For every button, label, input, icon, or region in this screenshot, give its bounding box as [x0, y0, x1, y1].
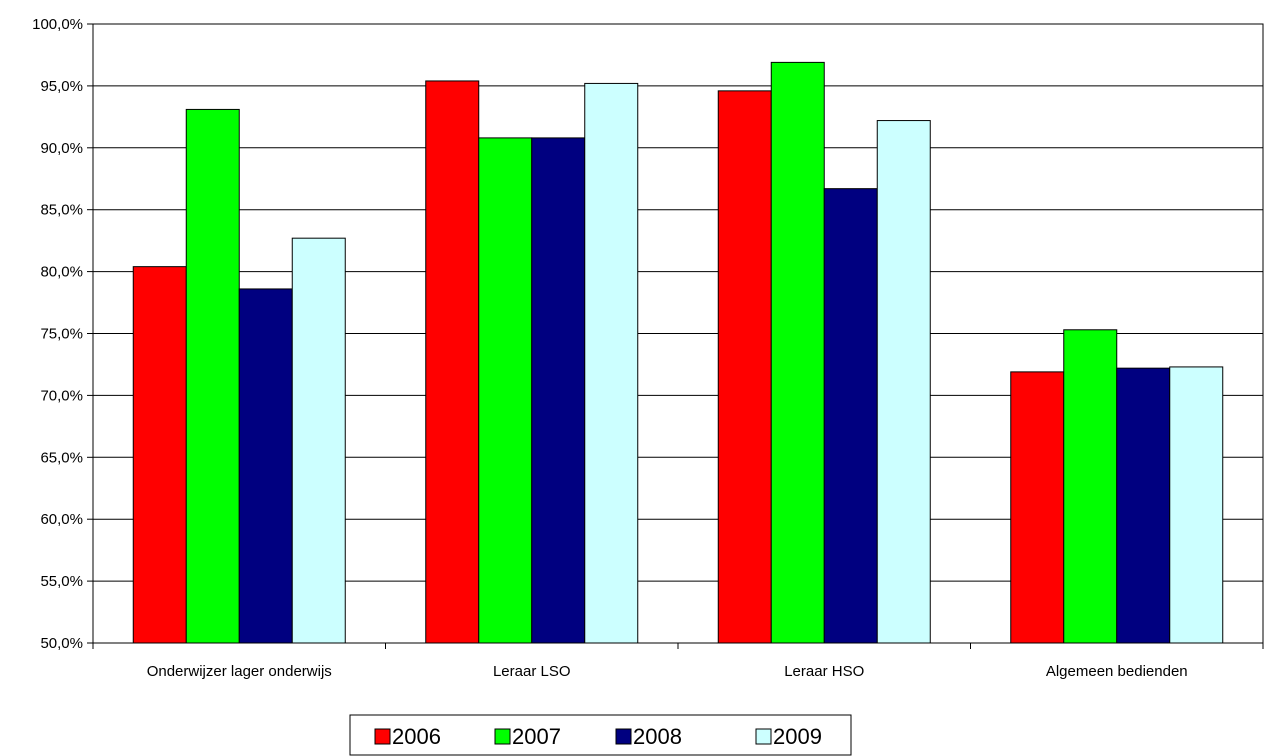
bar-2008 — [1116, 367, 1171, 644]
bar-2007 — [770, 61, 825, 644]
bars — [132, 61, 1224, 644]
bar-2009 — [291, 237, 346, 644]
y-tick-label: 50,0% — [40, 635, 83, 652]
y-tick-label: 55,0% — [40, 573, 83, 590]
legend-label-2007: 2007 — [512, 724, 561, 749]
legend-label-2009: 2009 — [773, 724, 822, 749]
legend-label-2006: 2006 — [392, 724, 441, 749]
bar-2006 — [425, 80, 480, 644]
axes — [92, 23, 1264, 649]
legend-swatch-2007 — [494, 728, 511, 745]
y-tick-label: 75,0% — [40, 326, 83, 343]
legend-swatch-2006 — [374, 728, 391, 745]
bar-2007 — [478, 137, 533, 644]
x-axis-category-labels: Onderwijzer lager onderwijs Leraar LSO Ler… — [147, 663, 1188, 680]
y-axis-tick-labels: 50,0% 55,0% 60,0% 65,0% 70,0% 75,0% 80,0% 85,0%… — [32, 16, 93, 652]
x-category-label: Onderwijzer lager onderwijs — [147, 663, 332, 680]
bar-2009 — [876, 120, 931, 644]
x-category-label: Leraar LSO — [493, 663, 571, 680]
bar-2006 — [1010, 371, 1065, 644]
bar-2008 — [531, 137, 586, 644]
y-tick-label: 60,0% — [40, 511, 83, 528]
y-tick-label: 80,0% — [40, 264, 83, 281]
bar-2009 — [1169, 366, 1224, 644]
y-tick-label: 95,0% — [40, 78, 83, 95]
bar-2006 — [132, 266, 187, 644]
y-tick-label: 100,0% — [32, 16, 83, 33]
bar-2006 — [717, 90, 772, 644]
y-tick-label: 65,0% — [40, 449, 83, 466]
bar-2007 — [1063, 329, 1118, 644]
y-tick-label: 90,0% — [40, 140, 83, 157]
bar-2009 — [584, 82, 639, 644]
bar-2008 — [238, 288, 293, 644]
y-tick-label: 70,0% — [40, 387, 83, 404]
x-category-label: Algemeen bedienden — [1046, 663, 1188, 680]
legend-swatch-2008 — [615, 728, 632, 745]
legend-label-2008: 2008 — [633, 724, 682, 749]
y-tick-label: 85,0% — [40, 202, 83, 219]
bar-2008 — [823, 188, 878, 644]
x-category-label: Leraar HSO — [784, 663, 864, 680]
bar-2007 — [185, 108, 240, 644]
legend-swatch-2009 — [755, 728, 772, 745]
legend: 2006 2007 2008 2009 — [349, 714, 852, 756]
